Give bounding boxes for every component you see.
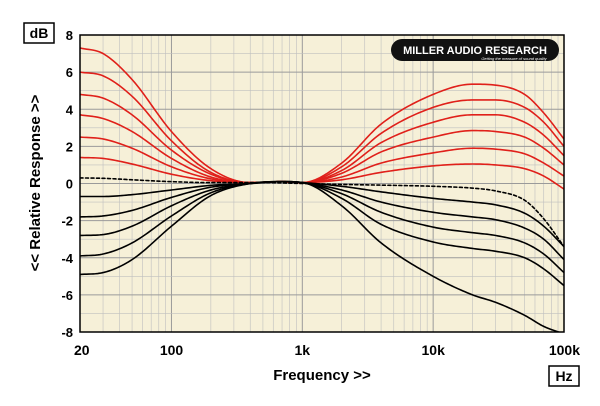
cut-curve: [80, 180, 564, 248]
y-unit-box: dB: [23, 22, 55, 44]
logo: MILLER AUDIO RESEARCH Getting the measur…: [391, 39, 559, 61]
x-axis-label: Frequency >>: [273, 367, 371, 384]
boost-curve: [80, 156, 564, 190]
y-tick-label: 6: [66, 65, 73, 80]
y-tick-label: 0: [66, 177, 73, 192]
x-unit-label: Hz: [555, 368, 572, 384]
y-tick-label: -6: [61, 288, 73, 303]
y-tick-label: 4: [66, 102, 74, 117]
boost-curve: [80, 47, 564, 184]
plot-frame: [79, 34, 565, 333]
x-tick-label: 20: [74, 342, 90, 358]
y-axis-label: << Relative Response >>: [27, 94, 44, 271]
y-tick-label: -4: [61, 251, 73, 266]
y-tick-label: 2: [66, 139, 73, 154]
logo-tagline: Getting the measure of sound quality: [481, 56, 547, 61]
y-tick-label: -8: [61, 325, 73, 340]
y-tick-label: 8: [66, 28, 73, 43]
boost-curve: [80, 114, 564, 184]
boost-curve: [80, 71, 564, 184]
x-tick-label: 100: [160, 342, 184, 358]
logo-badge: [391, 39, 559, 61]
cut-curve: [80, 180, 564, 287]
x-unit-box: Hz: [548, 365, 580, 387]
x-axis-ticks: 20 100 1k 10k 100k: [74, 342, 580, 358]
x-tick-label: 100k: [549, 342, 580, 358]
logo-brand: MILLER AUDIO RESEARCH: [403, 45, 547, 57]
series-group: [80, 47, 564, 332]
cut-curve: [80, 180, 564, 274]
cut-curve: [80, 180, 562, 332]
boost-curve: [80, 136, 564, 184]
x-tick-label: 10k: [422, 342, 446, 358]
y-unit-label: dB: [30, 25, 49, 41]
cut-curve: [80, 180, 564, 261]
x-tick-label: 1k: [295, 342, 311, 358]
y-axis-ticks: 8 6 4 2 0 -2 -4 -6 -8: [61, 28, 73, 340]
y-tick-label: -2: [61, 214, 73, 229]
